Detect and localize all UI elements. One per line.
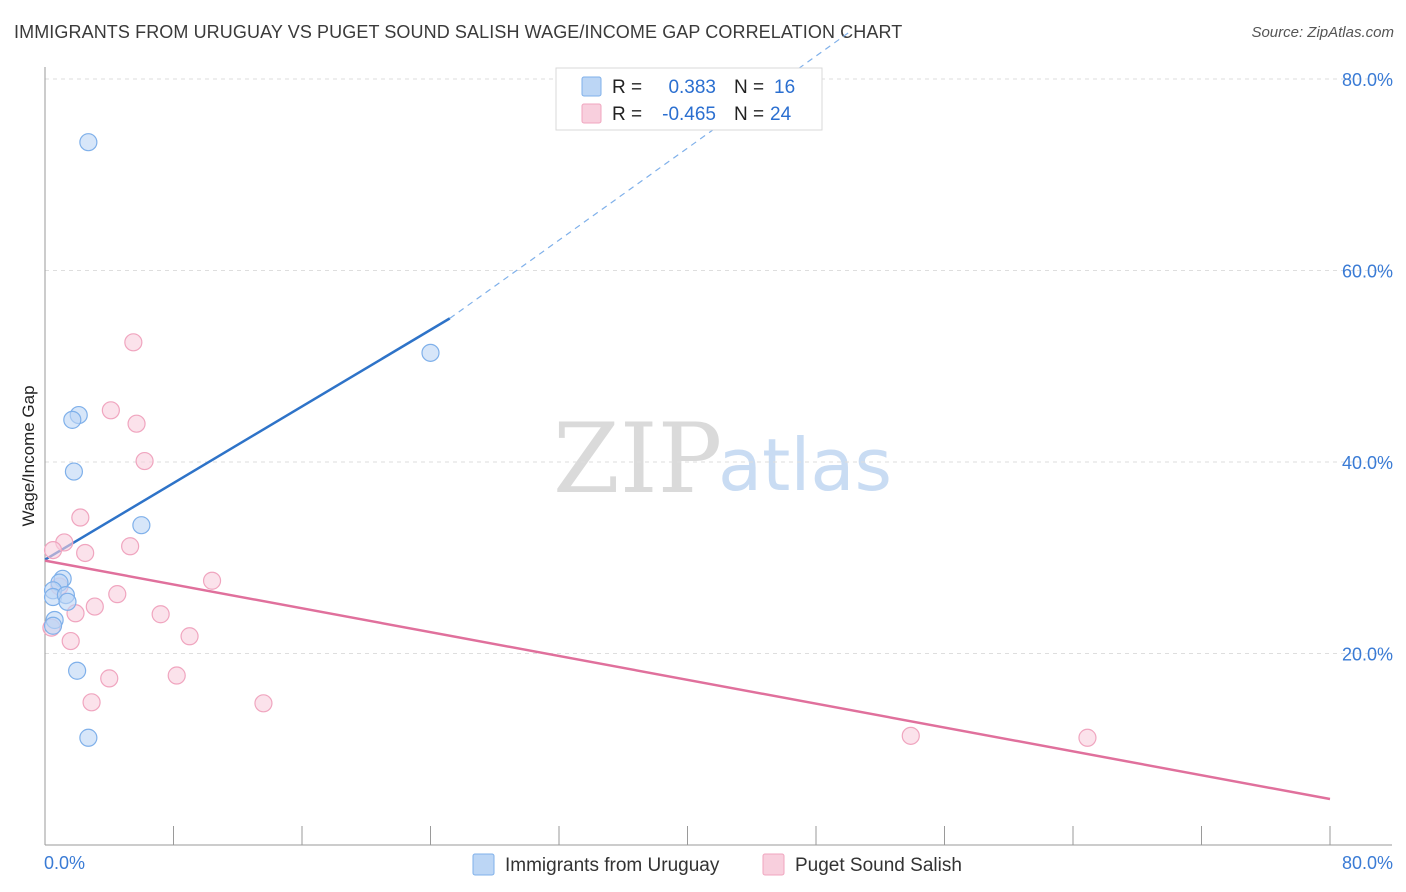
point-series1-8 <box>76 543 95 563</box>
trend-line-0 <box>44 317 451 561</box>
legend-r-label-uruguay: R = <box>612 77 642 98</box>
watermark-atlas: atlas <box>718 423 892 507</box>
point-series1-9 <box>202 571 222 590</box>
legend-swatch-uruguay <box>581 76 602 97</box>
point-series1-16 <box>61 631 80 651</box>
legend-n-value-uruguay: 16 <box>774 77 795 98</box>
point-series0-4 <box>64 462 84 481</box>
legend-n-value-salish: 24 <box>770 104 792 125</box>
point-series0-15 <box>79 728 98 747</box>
chart-title: IMMIGRANTS FROM URUGUAY VS PUGET SOUND S… <box>14 22 903 42</box>
trend-line-1 <box>44 559 1331 801</box>
point-series0-0 <box>79 133 98 152</box>
point-series0-5 <box>132 516 151 535</box>
chart-source: Source: ZipAtlas.com <box>1251 24 1394 41</box>
point-series1-22 <box>1078 728 1097 747</box>
legend-n-label-uruguay: N = <box>734 77 764 98</box>
point-series1-11 <box>85 597 104 616</box>
y-tick-label-3: 20.0% <box>1342 645 1393 665</box>
point-series1-0 <box>124 333 143 352</box>
legend-swatch-salish <box>581 103 602 124</box>
y-axis-label: Wage/Income Gap <box>19 385 38 526</box>
series-legend-swatch-uruguay <box>472 853 495 876</box>
point-series1-4 <box>71 508 90 527</box>
y-tick-label-0: 80.0% <box>1342 70 1393 90</box>
watermark-zip: ZIP <box>553 403 722 515</box>
point-series0-1 <box>421 343 440 362</box>
legend-n-label-salish: N = <box>734 104 764 125</box>
point-series1-15 <box>180 627 199 646</box>
point-series1-6 <box>121 537 140 556</box>
point-series1-19 <box>82 693 101 712</box>
point-series1-1 <box>101 401 120 420</box>
point-series0-14 <box>68 661 87 680</box>
point-series1-18 <box>100 669 119 688</box>
legend-r-value-uruguay: 0.383 <box>668 77 716 98</box>
point-series1-17 <box>167 666 186 685</box>
legend-r-label-salish: R = <box>612 104 642 125</box>
point-series1-13 <box>151 605 170 624</box>
legend-r-value-salish: -0.465 <box>662 104 716 125</box>
correlation-legend: R = 0.383 N = 16 R = -0.465 N = 24 <box>555 67 823 131</box>
series-legend-label-uruguay: Immigrants from Uruguay <box>505 855 720 876</box>
point-series1-10 <box>108 585 127 604</box>
point-series1-3 <box>135 451 154 471</box>
point-series0-11 <box>58 592 77 611</box>
data-points <box>42 133 1097 747</box>
series-legend-label-salish: Puget Sound Salish <box>795 855 962 876</box>
point-series1-20 <box>254 694 273 713</box>
x-tick-label-max: 80.0% <box>1342 853 1393 873</box>
series-legend: Immigrants from Uruguay Puget Sound Sali… <box>472 853 962 876</box>
y-tick-label-2: 40.0% <box>1342 453 1393 473</box>
point-series0-3 <box>63 410 82 429</box>
point-series1-21 <box>901 726 920 745</box>
point-series0-13 <box>43 616 63 635</box>
grid-lines <box>45 78 1392 654</box>
point-series1-7 <box>43 540 63 560</box>
x-tick-label-min: 0.0% <box>44 853 85 873</box>
y-axis-tick-labels: 80.0% 60.0% 40.0% 20.0% <box>1342 70 1393 665</box>
x-axis-ticks <box>173 826 1331 845</box>
y-tick-label-1: 60.0% <box>1342 262 1393 282</box>
series-legend-swatch-salish <box>762 853 785 876</box>
point-series1-2 <box>127 414 146 433</box>
